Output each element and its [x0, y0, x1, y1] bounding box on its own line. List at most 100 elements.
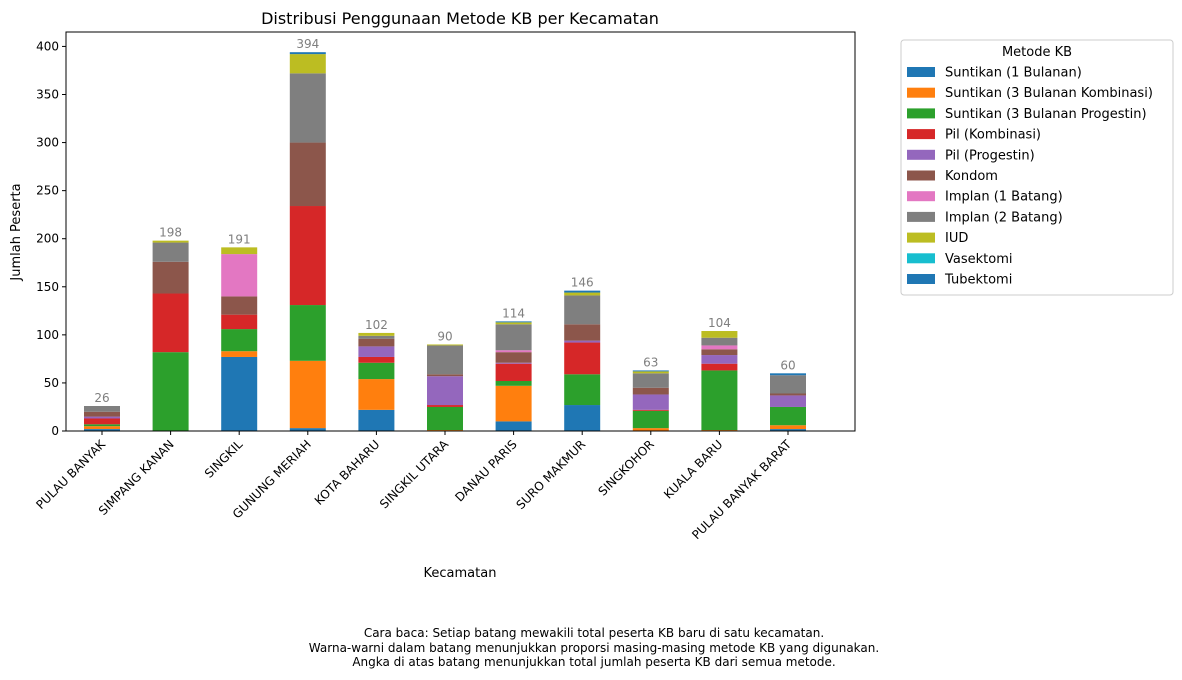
x-tick-label: KUALA BARU [661, 437, 725, 501]
bar-segment [564, 324, 601, 341]
legend-title: Metode KB [1002, 45, 1072, 60]
x-tick-label: SINGKOHOR [595, 437, 656, 498]
bar-segment [564, 290, 601, 293]
y-tick-label: 400 [36, 39, 59, 53]
bar-segment [770, 425, 806, 430]
plot-frame [65, 31, 856, 432]
bar-segment [427, 344, 463, 346]
legend-label: Kondom [945, 169, 998, 184]
bar-segment [632, 387, 669, 395]
bar-segment [770, 373, 806, 376]
chart-title: Distribusi Penggunaan Metode KB per Keca… [261, 9, 659, 28]
x-tick-label: KOTA BAHARU [312, 437, 383, 508]
bar-segment [427, 405, 463, 407]
legend-swatch [907, 129, 935, 140]
bar-segment [632, 409, 669, 411]
bar-segment [495, 421, 532, 431]
bar-segment [221, 296, 258, 315]
bar-segment [289, 73, 326, 143]
legend-swatch [907, 149, 935, 160]
bar-segment [221, 254, 258, 297]
x-tick-label: DANAU PARIS [452, 437, 519, 504]
y-tick-label: 50 [44, 376, 59, 390]
bar-segment [152, 293, 189, 353]
bar-segment [564, 295, 601, 325]
total-label: 146 [571, 276, 594, 290]
bar-segment [221, 329, 258, 352]
bar-segment [152, 261, 189, 294]
legend-label: Implan (1 Batang) [945, 190, 1063, 205]
bar-segment [495, 385, 532, 422]
legend-swatch [907, 274, 935, 284]
bar-segment [221, 314, 258, 330]
bar-segment [427, 374, 463, 377]
bar-segment [495, 352, 532, 363]
bar-segment [358, 332, 395, 336]
bar-segment [632, 373, 669, 388]
total-label: 394 [296, 37, 319, 51]
y-axis-label: Jumlah Peserta [9, 183, 24, 281]
x-tick-label: PULAU BANYAK [33, 436, 109, 512]
bar-segment [289, 360, 326, 429]
legend-label: Tubektomi [944, 273, 1012, 288]
total-label: 63 [643, 355, 658, 369]
bar-segment [289, 142, 326, 207]
bar-segment [152, 242, 189, 262]
x-tick-label: SURO MAKMUR [513, 437, 588, 512]
legend-swatch [907, 67, 935, 77]
caption-line: Cara baca: Setiap batang mewakili total … [363, 626, 825, 640]
bar-segment [427, 406, 463, 431]
caption-line: Warna-warni dalam batang menunjukkan pro… [308, 640, 880, 655]
bar-segment [701, 331, 738, 338]
y-tick-label: 200 [36, 232, 59, 246]
bar-segment [632, 370, 669, 372]
y-tick-label: 100 [36, 328, 59, 342]
y-tick-label: 300 [36, 136, 59, 150]
bar-segment [84, 411, 120, 417]
x-axis-label: Kecamatan [424, 566, 497, 581]
total-label: 198 [159, 226, 182, 240]
bar-segment [495, 381, 532, 386]
total-label: 191 [228, 232, 251, 246]
bar-segment [152, 240, 189, 243]
bar-segment [564, 340, 601, 343]
bar-segment [770, 406, 806, 426]
bar-segment [770, 429, 806, 431]
legend-swatch [907, 253, 935, 264]
bar-segment [358, 379, 395, 410]
bar-segment [358, 409, 395, 431]
bar-segment [358, 356, 395, 363]
legend-label: Suntikan (3 Bulanan Progestin) [945, 107, 1147, 122]
bar-segment [152, 352, 189, 431]
bar-segment [701, 370, 738, 431]
bar-segment [289, 54, 326, 74]
total-label: 90 [437, 329, 452, 343]
bar-segment [632, 410, 669, 429]
legend-swatch [907, 87, 935, 98]
legend-label: Suntikan (3 Bulanan Kombinasi) [945, 86, 1153, 101]
bar-segment [495, 362, 532, 364]
bar-segment [632, 371, 669, 374]
x-tick-label: SIMPANG KANAN [96, 437, 177, 518]
bar-segment [564, 405, 601, 431]
x-tick-label: SINGKIL [202, 437, 246, 481]
bar-segment [701, 349, 738, 356]
bar-segment [289, 52, 326, 55]
total-label: 102 [365, 318, 388, 332]
y-tick-label: 150 [36, 280, 59, 294]
bar-segment [701, 363, 738, 371]
total-label: 114 [502, 306, 525, 320]
bar-segment [770, 393, 806, 396]
legend-label: IUD [945, 231, 968, 246]
caption-line: Angka di atas batang menunjukkan total j… [352, 655, 836, 669]
legend-label: Implan (2 Batang) [945, 210, 1063, 225]
legend-label: Vasektomi [945, 252, 1012, 267]
bar-segment [358, 338, 395, 347]
bar-segment [495, 363, 532, 382]
bar-segment [84, 406, 120, 412]
total-label: 60 [780, 358, 795, 372]
bar-segment [495, 321, 532, 323]
bar-segment [564, 342, 601, 375]
legend-swatch [907, 232, 935, 243]
bar-segment [701, 345, 738, 350]
